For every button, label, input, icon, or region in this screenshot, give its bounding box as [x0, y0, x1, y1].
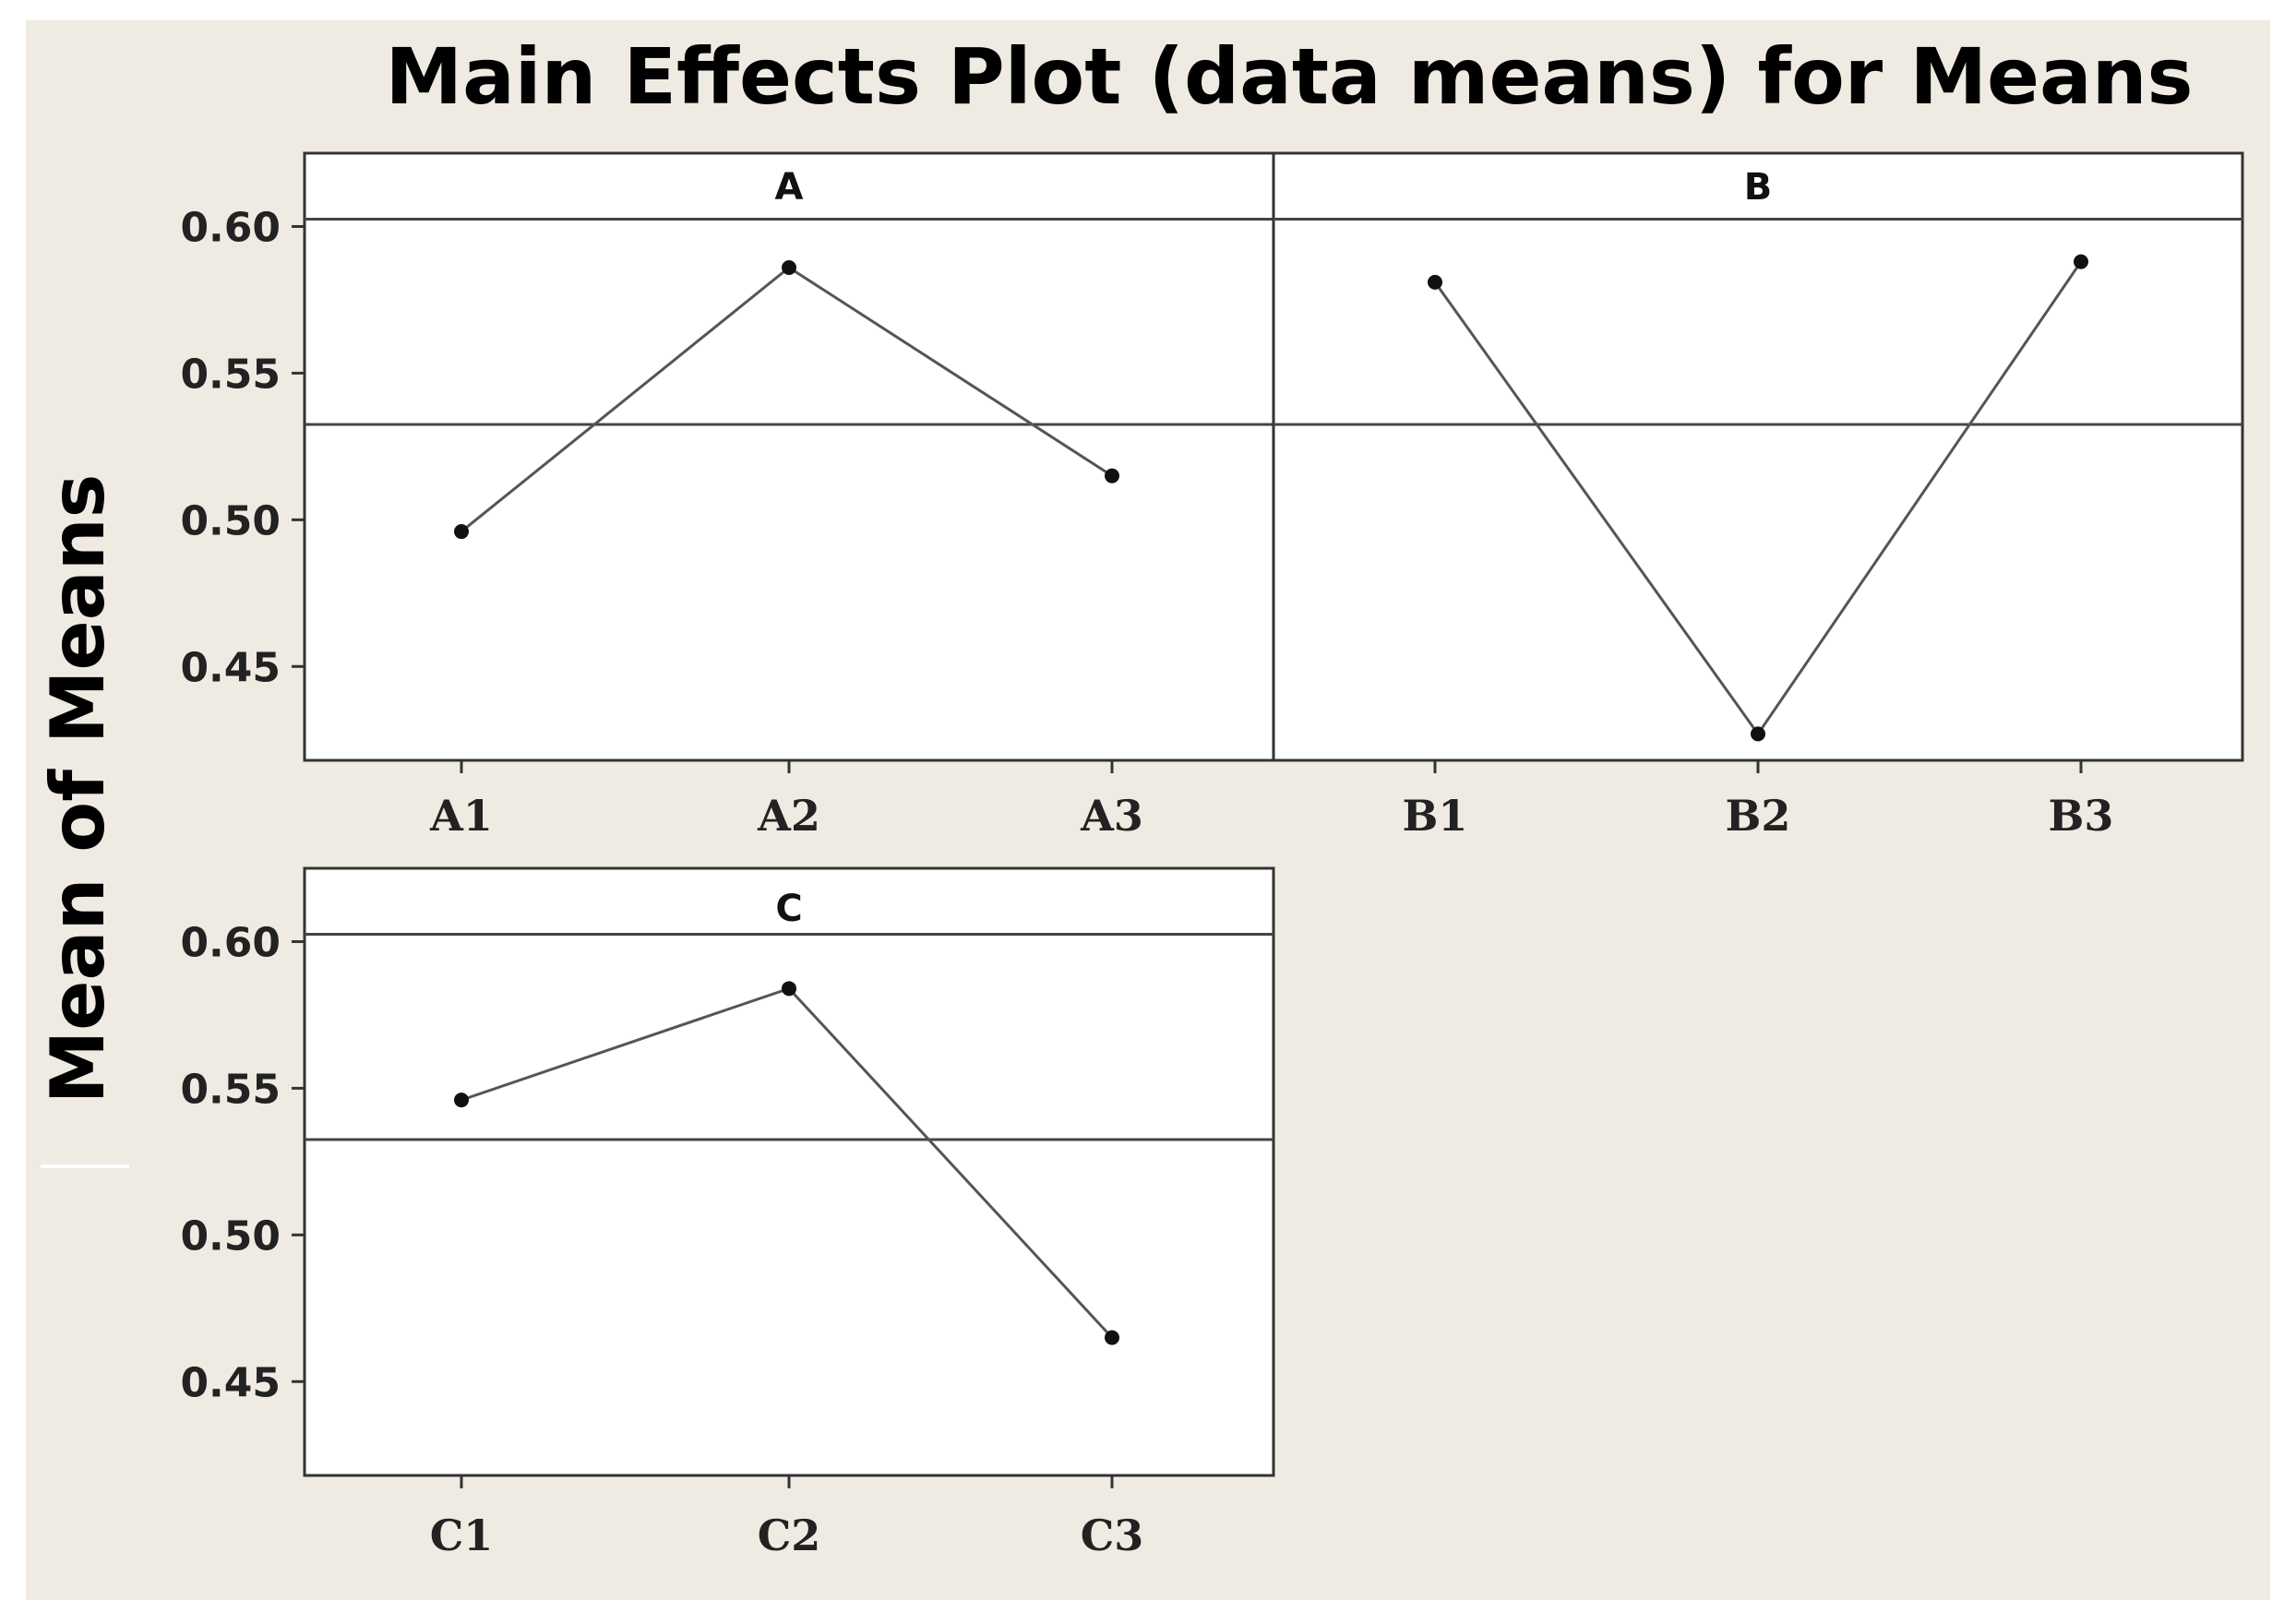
panel-a-point-A3 — [1105, 468, 1119, 484]
panel-a-x-label-3: A3 — [1080, 791, 1143, 841]
panel-b: B B1 B2 B3 — [1272, 151, 2244, 841]
panel-a-frame — [303, 151, 1275, 762]
panel-c-x-label-2: C2 — [758, 1511, 821, 1560]
panel-b-point-B1 — [1428, 274, 1442, 290]
y-tick-label-bottom-0.45: 0.45 — [180, 1359, 281, 1406]
panel-c-point-C1 — [454, 1093, 469, 1108]
panel-b-frame — [1272, 151, 2244, 762]
panel-b-marks: B1 B2 B3 — [1274, 218, 2242, 841]
panel-a: A A1 A2 A3 — [303, 151, 1275, 841]
y-tick-label-top-0.45: 0.45 — [180, 644, 281, 691]
panel-a-marks: A1 A2 A3 — [305, 218, 1274, 841]
panel-a-title: A — [775, 166, 804, 209]
panel-b-x-label-3: B3 — [2049, 791, 2114, 841]
y-axis-bottom: 0.45 0.50 0.55 0.60 — [180, 919, 305, 1406]
panel-a-x-label-1: A1 — [429, 791, 493, 841]
panel-c-point-C3 — [1105, 1330, 1119, 1345]
panel-c: C C1 C2 C3 — [303, 866, 1275, 1560]
y-axis-label: Mean of Means — [35, 474, 121, 1105]
y-tick-label-bottom-0.55: 0.55 — [180, 1066, 281, 1113]
panel-a-point-A1 — [454, 524, 469, 540]
panel-c-frame — [303, 866, 1275, 1477]
y-tick-label-top-0.55: 0.55 — [180, 351, 281, 398]
panel-a-x-label-2: A2 — [757, 791, 820, 841]
panel-c-x-label-1: C1 — [430, 1511, 494, 1560]
panel-c-title: C — [775, 888, 802, 930]
y-axis-top: 0.45 0.50 0.55 0.60 — [180, 204, 305, 691]
panel-b-x-label-1: B1 — [1403, 791, 1468, 841]
panel-b-point-B2 — [1751, 726, 1765, 742]
panel-c-marks: C1 C2 C3 — [305, 933, 1274, 1560]
panel-a-point-A2 — [782, 259, 796, 275]
panel-c-x-label-3: C3 — [1081, 1511, 1144, 1560]
y-tick-label-bottom-0.60: 0.60 — [180, 919, 281, 966]
chart-title: Main Effects Plot (data means) for Means — [385, 31, 2193, 122]
panel-b-title: B — [1744, 166, 1773, 209]
y-tick-label-top-0.60: 0.60 — [180, 204, 281, 251]
panel-b-point-B3 — [2074, 254, 2088, 269]
panel-b-x-label-2: B2 — [1726, 791, 1791, 841]
y-tick-label-bottom-0.50: 0.50 — [180, 1212, 281, 1260]
panel-c-point-C2 — [782, 981, 796, 997]
y-tick-label-top-0.50: 0.50 — [180, 497, 281, 544]
